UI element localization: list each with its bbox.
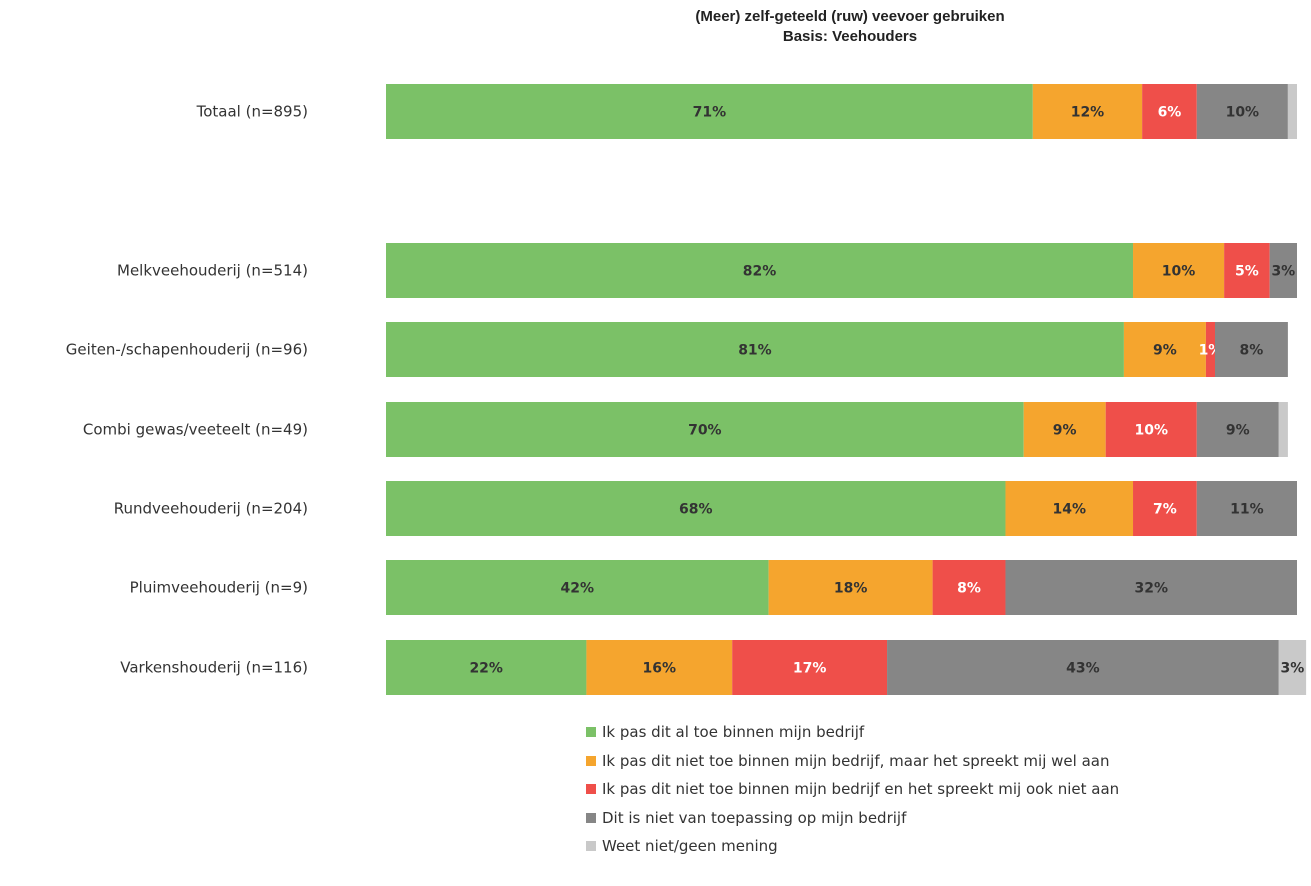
legend-swatch [586, 727, 596, 737]
bar-segment [386, 322, 1124, 377]
bar-segment [732, 640, 888, 695]
bar-segment [586, 640, 733, 695]
bar-segment [1215, 322, 1288, 377]
legend-swatch [586, 784, 596, 794]
legend-label: Ik pas dit niet toe binnen mijn bedrijf … [602, 780, 1120, 798]
data-label: 22% [469, 661, 503, 677]
legend-label: Dit is niet van toepassing op mijn bedri… [602, 808, 907, 827]
bar-segment [768, 560, 933, 615]
bar-segment [1205, 322, 1216, 377]
legend-swatch [586, 812, 596, 823]
legend-item-not-appeals: Ik pas dit niet toe binnen mijn bedrijf … [586, 777, 1119, 801]
bar-segment [1287, 84, 1297, 139]
chart-title: (Meer) zelf-geteeld (ruw) veevoer gebrui… [695, 8, 1005, 25]
legend-label: Ik pas dit al toe binnen mijn bedrijf [602, 723, 865, 741]
data-label: 81% [738, 343, 772, 359]
data-label: 68% [679, 502, 713, 518]
data-label: 3% [1271, 264, 1295, 280]
data-label: 71% [693, 105, 727, 121]
data-label: 8% [957, 581, 981, 597]
legend-swatch [586, 755, 596, 766]
data-label: 14% [1052, 502, 1086, 518]
data-label: 70% [688, 423, 722, 439]
bar-segment [386, 640, 587, 695]
category-label: Totaal (n=895) [196, 103, 308, 121]
data-label: 3% [1281, 661, 1305, 677]
data-label: 43% [1066, 661, 1100, 677]
bar-segment [1224, 243, 1270, 298]
category-label: Varkenshouderij (n=116) [120, 659, 308, 677]
bar-segment [386, 481, 1006, 536]
legend-item-applied: Ik pas dit al toe binnen mijn bedrijf [586, 720, 1119, 744]
data-label: 10% [1162, 264, 1196, 280]
bar-segment [386, 84, 1033, 139]
bar-segment [386, 243, 1134, 298]
bar-segment [887, 640, 1279, 695]
data-label: 16% [643, 661, 677, 677]
bar-segment [386, 402, 1024, 457]
legend-label: Ik pas dit niet toe binnen mijn bedrijf,… [602, 751, 1110, 770]
data-label: 10% [1134, 423, 1168, 439]
category-label: Combi gewas/veeteelt (n=49) [83, 421, 308, 439]
bar-segment [1278, 402, 1288, 457]
data-label: 32% [1134, 581, 1168, 597]
category-label: Pluimveehouderij (n=9) [130, 579, 308, 597]
chart-legend: Ik pas dit al toe binnen mijn bedrijf Ik… [586, 720, 1119, 863]
bar-segment [1123, 322, 1206, 377]
legend-swatch [586, 841, 596, 851]
data-label: 12% [1071, 105, 1105, 121]
legend-item-not-applicable: Dit is niet van toepassing op mijn bedri… [586, 806, 1119, 830]
bar-segment [1133, 243, 1225, 298]
bar-segment [1278, 640, 1307, 695]
data-label: 6% [1158, 105, 1182, 121]
bar-segment [932, 560, 1006, 615]
category-label: Geiten-/schapenhouderij (n=96) [66, 341, 308, 359]
bar-segment [1196, 402, 1279, 457]
data-label: 18% [834, 581, 868, 597]
data-label: 7% [1153, 502, 1177, 518]
data-label: 42% [561, 581, 595, 597]
category-label: Melkveehouderij (n=514) [117, 262, 308, 280]
data-label: 10% [1226, 105, 1260, 121]
bar-segment [1105, 402, 1197, 457]
legend-item-no-opinion: Weet niet/geen mening [586, 834, 1119, 858]
legend-label: Weet niet/geen mening [602, 837, 778, 855]
data-label: 82% [743, 264, 777, 280]
bar-segment [1196, 84, 1288, 139]
data-label: 9% [1153, 343, 1177, 359]
bar-segment [1133, 481, 1197, 536]
bar-segment [1032, 84, 1143, 139]
data-label: 9% [1053, 423, 1077, 439]
bar-segment [1269, 243, 1297, 298]
category-label: Rundveehouderij (n=204) [114, 500, 308, 518]
bar-segment [386, 560, 769, 615]
bar-segment [1005, 481, 1134, 536]
data-label: 9% [1226, 423, 1250, 439]
data-label: 11% [1230, 502, 1264, 518]
bar-segment [1142, 84, 1197, 139]
data-label: 5% [1235, 264, 1259, 280]
bar-segment [1023, 402, 1106, 457]
bar-segment [1005, 560, 1297, 615]
bar-segment [1196, 481, 1297, 536]
data-label: 8% [1240, 343, 1264, 359]
legend-item-appeals: Ik pas dit niet toe binnen mijn bedrijf,… [586, 749, 1119, 773]
data-label: 17% [793, 661, 827, 677]
chart-subtitle: Basis: Veehouders [782, 28, 918, 45]
